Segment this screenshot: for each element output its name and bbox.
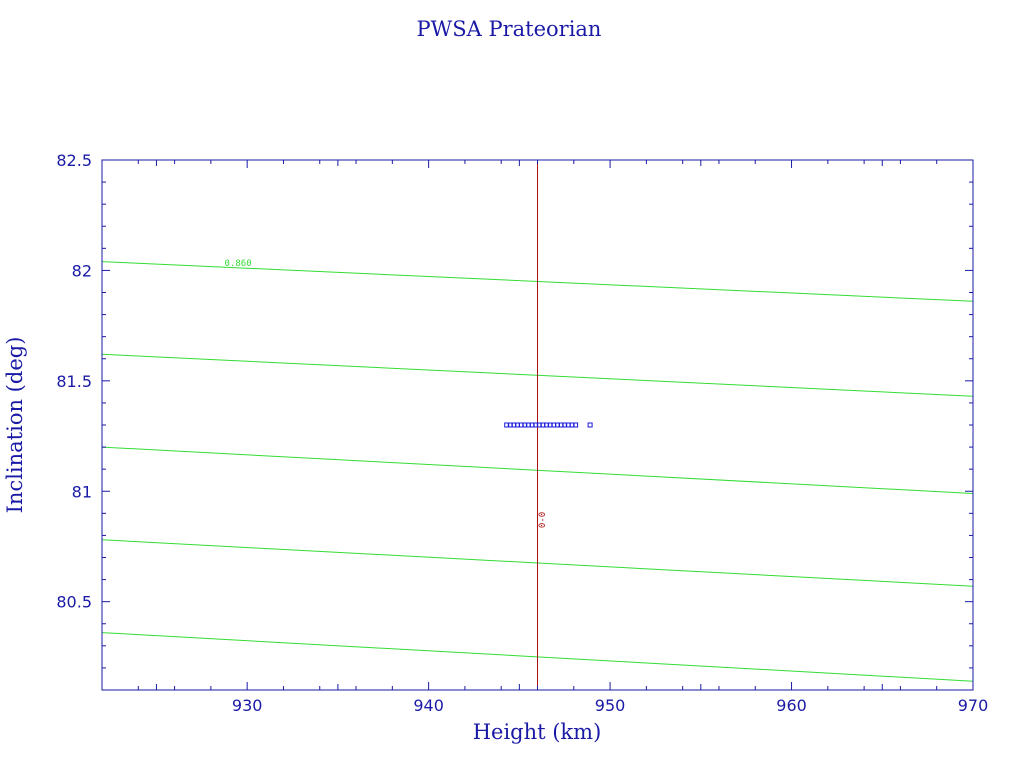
contour-annotation: 0.860: [225, 259, 252, 269]
scatter-point: [587, 422, 593, 428]
y-axis-label: Inclination (deg): [3, 337, 27, 514]
x-tick-label: 930: [232, 696, 263, 715]
axis-ticks: 930 940 950 960 970 80.5 81 81.5 82 82.5: [56, 151, 988, 715]
x-axis-label: Height (km): [473, 720, 602, 744]
y-tick-label: 81: [72, 482, 92, 501]
x-tick-label: 970: [958, 696, 989, 715]
scatter-point: [573, 422, 579, 428]
y-tick-label: 82.5: [56, 151, 92, 170]
plot-area: 0.860 0-0: [101, 160, 974, 690]
y-tick-label: 80.5: [56, 593, 92, 612]
contour-annotation: 0-0: [538, 512, 548, 528]
y-tick-label: 81.5: [56, 372, 92, 391]
y-tick-label: 82: [72, 261, 92, 280]
x-tick-label: 940: [413, 696, 444, 715]
x-tick-label: 950: [595, 696, 626, 715]
chart-title: PWSA Prateorian: [417, 17, 602, 41]
x-tick-label: 960: [776, 696, 807, 715]
